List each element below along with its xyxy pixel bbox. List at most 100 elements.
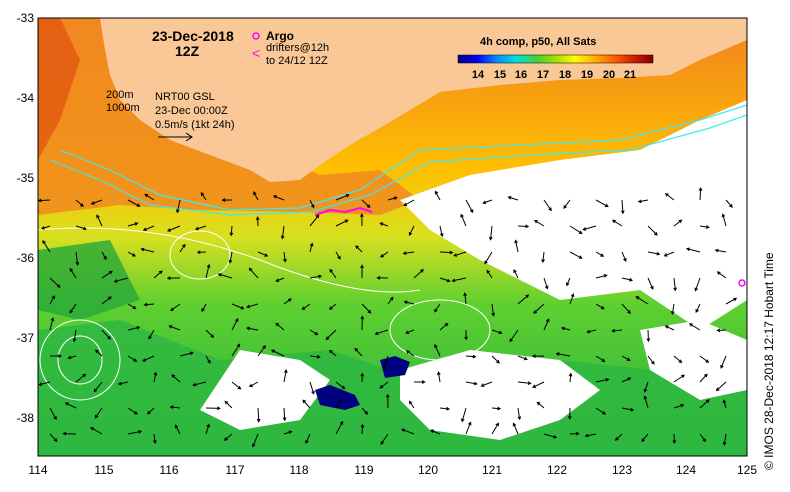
gsl-label-3: 0.5m/s (1kt 24h) [155, 119, 234, 131]
current-arrow [272, 195, 285, 201]
current-arrow [205, 423, 211, 435]
current-arrow [722, 399, 727, 409]
current-arrow [205, 329, 215, 338]
current-arrow [595, 273, 608, 279]
current-arrow [722, 433, 727, 446]
current-arrow [611, 328, 623, 333]
cool-water [38, 320, 747, 456]
current-arrow [93, 381, 103, 393]
current-arrow [361, 303, 372, 314]
current-arrow [224, 400, 233, 409]
colorbar-tick: 17 [537, 69, 549, 81]
x-tick: 120 [418, 463, 438, 477]
current-arrow [513, 268, 519, 279]
current-arrow [147, 407, 155, 415]
current-arrow [283, 298, 292, 305]
current-arrow [196, 250, 207, 255]
cold-spot-2 [380, 356, 410, 378]
colorbar-tick: 21 [624, 69, 636, 81]
current-arrow [252, 433, 259, 448]
current-arrow [253, 191, 259, 201]
current-arrow [205, 406, 221, 411]
current-arrow [621, 303, 631, 314]
current-arrow [49, 277, 61, 288]
current-arrow [569, 431, 580, 436]
current-arrow [335, 381, 346, 390]
current-arrow [402, 251, 415, 255]
current-arrow [387, 296, 394, 305]
current-arrow [127, 303, 137, 310]
current-arrow [408, 400, 415, 409]
current-arrow [283, 251, 287, 263]
current-arrow [223, 433, 233, 441]
current-arrow [96, 214, 103, 227]
current-arrow [257, 344, 266, 357]
current-arrow [49, 354, 62, 358]
current-arrow [725, 297, 738, 305]
current-arrow [309, 274, 323, 279]
current-arrow [647, 225, 658, 236]
sla-contour-5 [38, 227, 421, 293]
contour-1000m [49, 114, 747, 216]
current-arrow [641, 433, 649, 443]
gsl-label-1: NRT00 GSL [155, 91, 215, 103]
warm-core [38, 18, 80, 160]
current-arrow [75, 373, 87, 383]
current-arrow [101, 296, 112, 305]
current-arrow [673, 403, 685, 409]
current-arrow [143, 302, 155, 307]
current-arrow [248, 381, 259, 388]
current-arrow [69, 303, 77, 314]
current-arrow [329, 268, 337, 279]
current-arrow [380, 251, 389, 258]
map-area [38, 18, 747, 456]
current-arrow [541, 251, 545, 264]
colorbar-title: 4h comp, p50, All Sats [480, 36, 596, 48]
colorbar-tick: 19 [581, 69, 593, 81]
current-arrow [72, 329, 77, 343]
current-arrow [568, 372, 573, 383]
current-arrow [569, 293, 575, 305]
credit-text: © IMOS 28-Dec-2018 12:17 Hobart Time [762, 252, 776, 470]
current-arrow [532, 381, 545, 388]
current-arrow [335, 420, 344, 435]
current-arrow [567, 407, 572, 420]
current-arrow [595, 199, 609, 208]
current-arrow [169, 405, 181, 409]
current-arrow [517, 355, 528, 361]
contour-200m [59, 104, 747, 211]
x-tick: 121 [482, 463, 502, 477]
current-arrow [694, 277, 701, 292]
sla-contour-3 [169, 230, 231, 280]
cloud-south-east [640, 320, 747, 400]
current-arrow [434, 343, 441, 357]
current-arrow [436, 371, 441, 383]
current-arrow [64, 402, 77, 409]
colorbar-tick: 14 [472, 69, 485, 81]
current-arrow [673, 277, 677, 292]
current-arrow [491, 422, 499, 435]
current-arrow [221, 198, 233, 202]
current-arrow [101, 270, 113, 279]
current-arrow [40, 225, 51, 230]
x-tick: 117 [225, 463, 244, 477]
current-arrow [664, 325, 675, 331]
current-arrow [620, 199, 625, 215]
y-tick: -36 [17, 251, 35, 265]
current-arrow [170, 303, 181, 311]
current-arrow [688, 323, 701, 331]
current-arrow [563, 199, 571, 209]
current-arrow [464, 329, 468, 341]
current-arrow [685, 247, 701, 253]
current-arrow [509, 329, 519, 343]
current-arrow [543, 277, 549, 290]
current-arrow [62, 431, 77, 436]
current-arrow [643, 395, 649, 409]
cloud-south [400, 350, 600, 440]
current-arrow [255, 216, 260, 227]
current-arrow [673, 374, 685, 383]
current-arrow [491, 406, 502, 411]
current-arrow [382, 355, 389, 371]
current-arrow [512, 422, 519, 435]
current-arrow [144, 193, 155, 201]
